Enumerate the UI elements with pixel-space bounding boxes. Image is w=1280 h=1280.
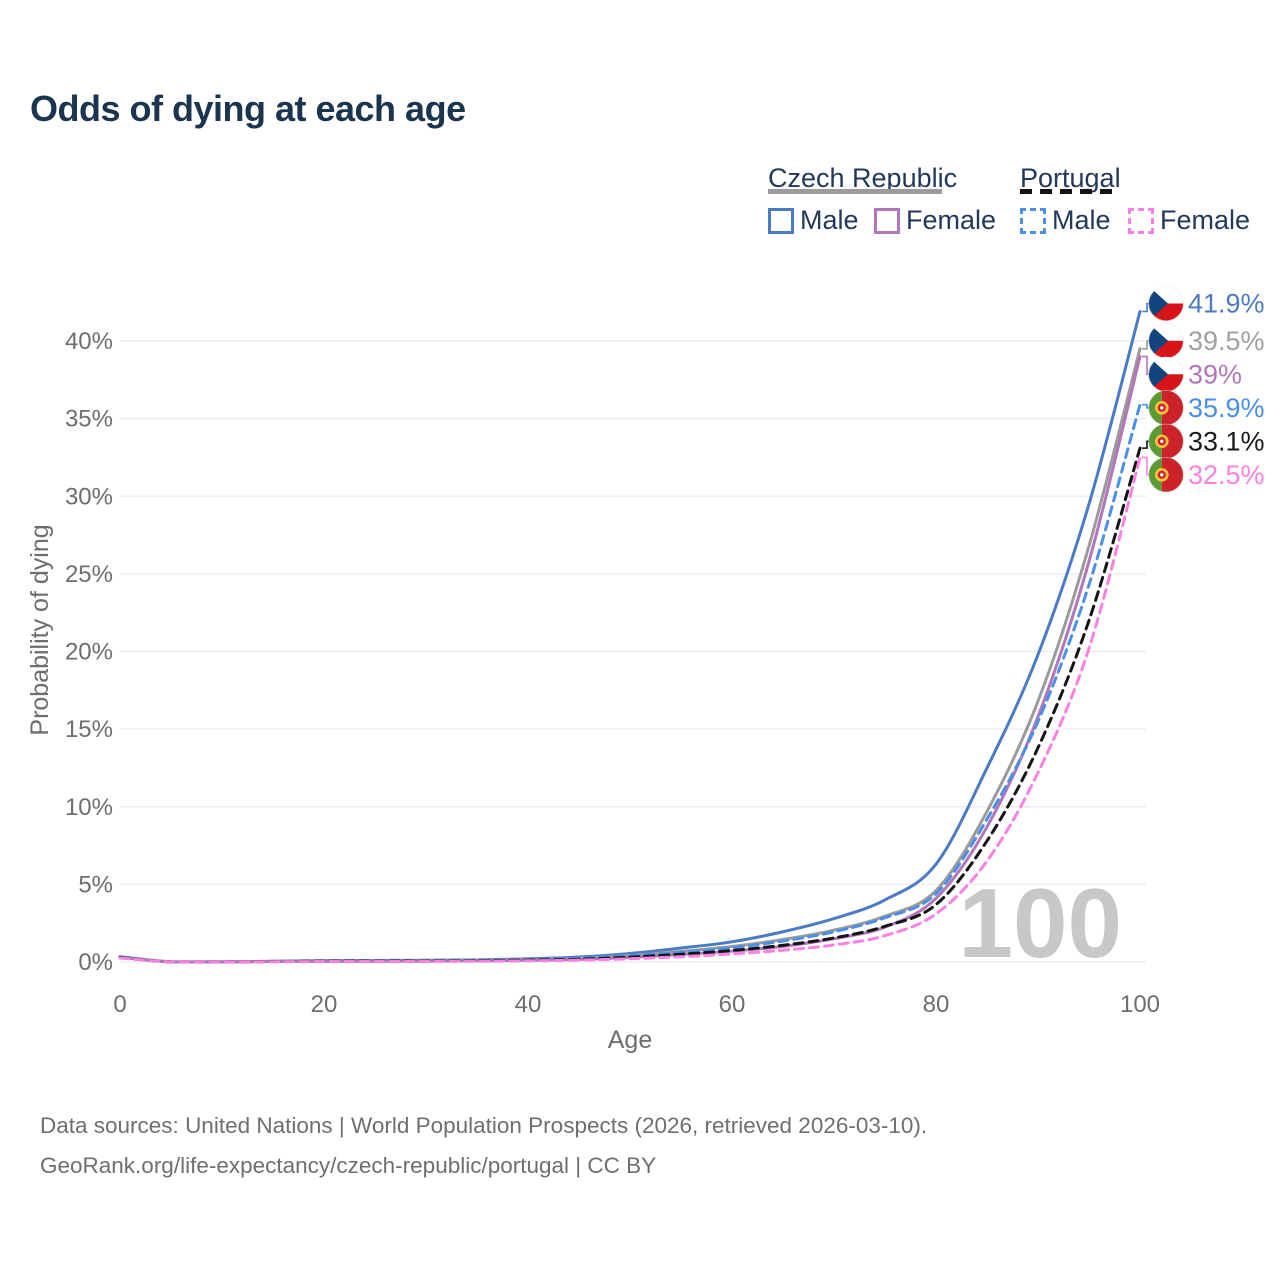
czech-female-swatch-icon — [874, 207, 900, 234]
legend-item-czech-male: Male — [768, 205, 859, 236]
page-title: Odds of dying at each age — [30, 88, 466, 129]
y-tick-40%: 40% — [65, 328, 113, 355]
footer-url: GeoRank.org/life-expectancy/czech-republ… — [40, 1153, 657, 1178]
y-tick-30%: 30% — [65, 483, 113, 510]
end-value-label-czech-republic-female: 39% — [1188, 359, 1242, 389]
portugal-flag-icon — [1148, 457, 1184, 493]
czech-male-swatch-icon — [768, 207, 794, 234]
x-tick-0: 0 — [113, 991, 126, 1018]
y-tick-0%: 0% — [78, 949, 113, 976]
end-connector — [1142, 302, 1149, 313]
legend-line-sample-czech — [768, 189, 942, 194]
czech-flag-icon — [1148, 286, 1184, 322]
end-value-label-portugal-female: 32.5% — [1188, 460, 1265, 490]
end-connector — [1142, 339, 1149, 350]
footer-data-sources: Data sources: United Nations | World Pop… — [40, 1113, 928, 1138]
legend-group-czech-republic: Czech Republic — [768, 163, 958, 193]
y-axis-label: Probability of dying — [26, 524, 54, 735]
x-tick-20: 20 — [311, 991, 338, 1018]
x-axis-label: Age — [608, 1026, 652, 1054]
end-value-label-portugal-both-sexes: 33.1% — [1188, 426, 1265, 456]
end-value-label-czech-republic-both-sexes: 39.5% — [1188, 326, 1265, 356]
x-tick-60: 60 — [719, 991, 746, 1018]
y-tick-20%: 20% — [65, 639, 113, 666]
legend-item-czech-female: Female — [874, 205, 996, 236]
y-tick-15%: 15% — [65, 716, 113, 743]
portugal-flag-icon — [1148, 423, 1184, 459]
end-connector — [1142, 403, 1149, 409]
x-tick-100: 100 — [1120, 991, 1160, 1018]
portugal-male-swatch-icon — [1020, 207, 1046, 234]
x-tick-40: 40 — [515, 991, 542, 1018]
legend-line-sample-portugal — [1020, 189, 1118, 194]
czech-flag-icon — [1148, 323, 1184, 359]
legend-item-portugal-female: Female — [1128, 205, 1250, 236]
end-value-label-czech-republic-male: 41.9% — [1188, 289, 1265, 319]
end-connector — [1142, 355, 1149, 376]
czech-flag-icon — [1148, 356, 1184, 392]
x-tick-80: 80 — [923, 991, 950, 1018]
portugal-flag-icon — [1148, 390, 1184, 426]
legend-item-label: Female — [906, 205, 997, 235]
legend-group-portugal: Portugal — [1020, 163, 1121, 193]
end-value-label-portugal-male: 35.9% — [1188, 393, 1265, 423]
legend-item-label: Male — [1052, 205, 1111, 235]
legend-item-label: Female — [1160, 205, 1251, 235]
age-watermark: 100 — [958, 868, 1122, 978]
y-tick-25%: 25% — [65, 561, 113, 588]
portugal-female-swatch-icon — [1128, 207, 1154, 234]
odds-of-dying-line-chart: 0% 5% 10% 15% 20% 25% 30% 35% 40% 0 20 40 60 80 100 Age… — [26, 286, 1265, 1054]
legend-item-portugal-male: Male — [1020, 205, 1111, 236]
footer-attribution: Data sources: United Nations | World Pop… — [40, 1106, 927, 1186]
y-tick-35%: 35% — [65, 406, 113, 433]
end-connector — [1142, 456, 1149, 476]
series-line-portugal-female — [118, 455, 1142, 964]
end-connector — [1142, 440, 1149, 449]
series-line-czech-republic-male — [118, 310, 1142, 964]
y-tick-10%: 10% — [65, 794, 113, 821]
y-tick-5%: 5% — [78, 871, 113, 898]
legend-item-label: Male — [800, 205, 859, 235]
